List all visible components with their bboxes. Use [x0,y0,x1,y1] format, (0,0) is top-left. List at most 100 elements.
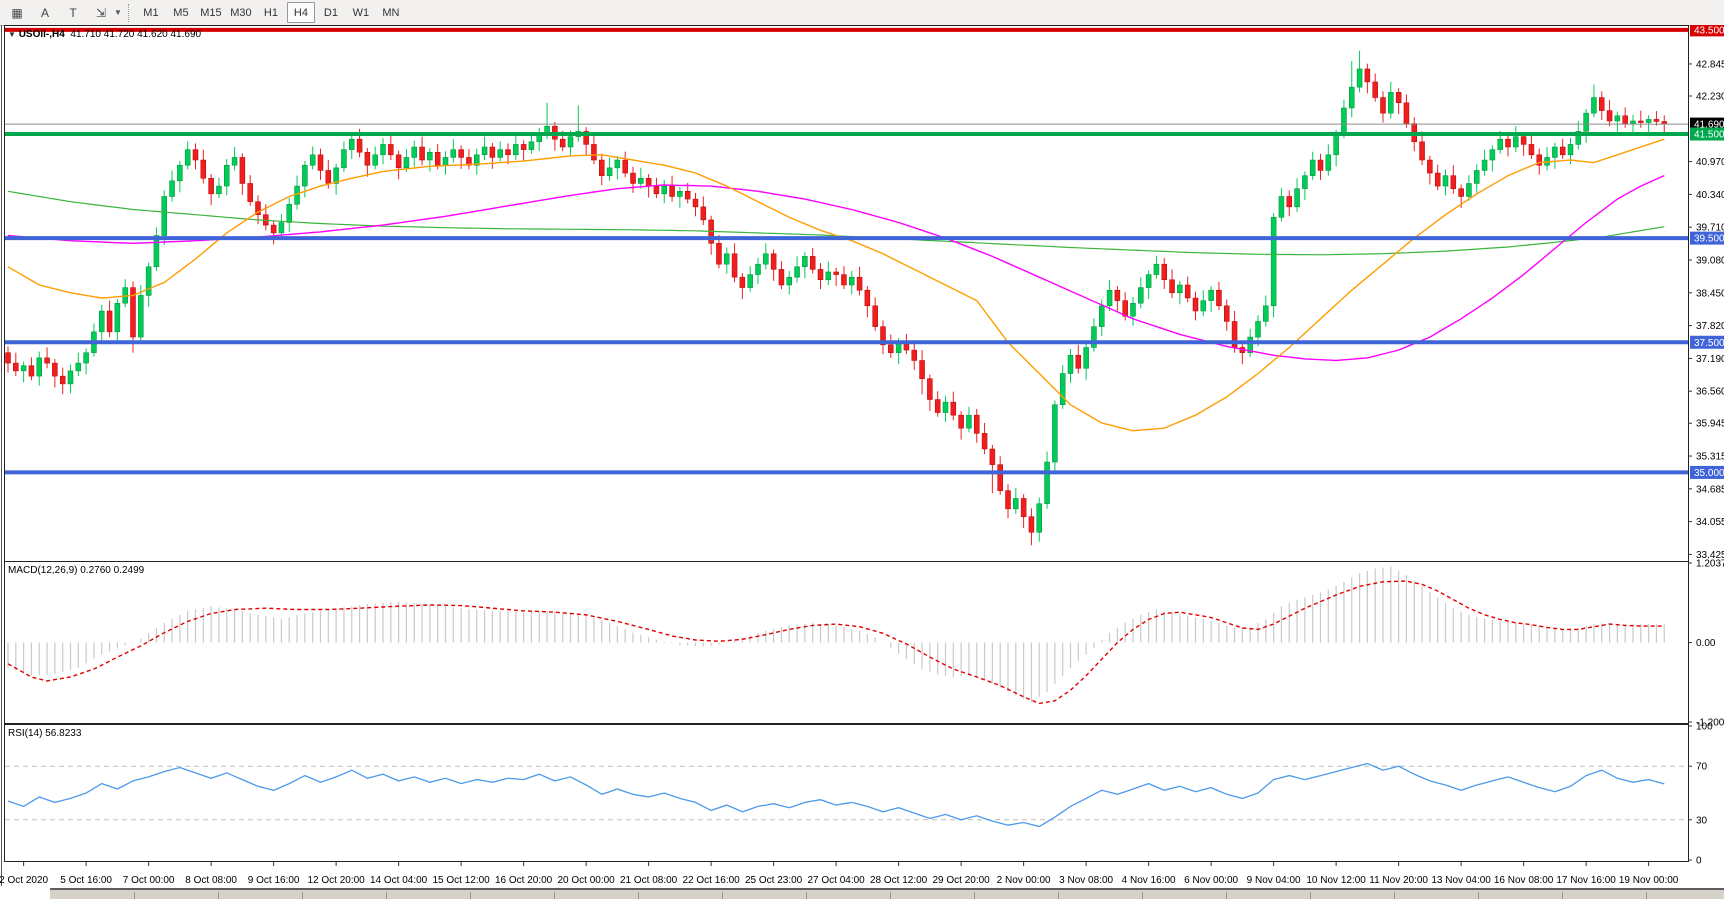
svg-text:20 Oct 00:00: 20 Oct 00:00 [557,875,615,886]
timeframe-button-m15[interactable]: M15 [200,6,222,19]
svg-text:21 Oct 08:00: 21 Oct 08:00 [620,875,678,886]
candles-series [5,50,1667,546]
svg-text:8 Oct 08:00: 8 Oct 08:00 [185,875,237,886]
timeframe-button-w1[interactable]: W1 [352,6,370,19]
svg-text:42.845: 42.845 [1696,59,1724,70]
svg-text:14 Oct 04:00: 14 Oct 04:00 [370,875,428,886]
panel-frame-1 [4,561,1689,724]
svg-text:40.970: 40.970 [1696,157,1724,168]
chart-tab-divider [1562,892,1563,899]
svg-text:28 Oct 12:00: 28 Oct 12:00 [870,875,928,886]
chart-tab-divider [1142,892,1143,899]
svg-text:16 Nov 08:00: 16 Nov 08:00 [1494,875,1554,886]
svg-text:35.315: 35.315 [1696,452,1724,463]
svg-text:16 Oct 20:00: 16 Oct 20:00 [495,875,553,886]
svg-text:17 Nov 16:00: 17 Nov 16:00 [1556,875,1616,886]
svg-text:41.500: 41.500 [1694,129,1724,140]
chart-tab-divider [554,892,555,899]
chart-tab-divider [134,892,135,899]
chart-tabs-strip[interactable] [0,886,1724,899]
timeframe-button-h1[interactable]: H1 [263,6,278,19]
chart-tab-divider [218,892,219,899]
svg-text:2 Oct 2020: 2 Oct 2020 [0,875,49,886]
price-badge-39.500: 39.500 [1690,231,1724,245]
svg-text:22 Oct 16:00: 22 Oct 16:00 [682,875,740,886]
panel-frame-2 [4,724,1689,862]
chart-tab-divider [1394,892,1395,899]
svg-text:41.690: 41.690 [1694,120,1724,131]
svg-text:37.500: 37.500 [1694,338,1724,349]
svg-text:70: 70 [1696,762,1708,773]
chart-tab-divider [1226,892,1227,899]
svg-text:30: 30 [1696,815,1708,826]
svg-text:11 Nov 20:00: 11 Nov 20:00 [1369,875,1428,886]
svg-text:38.450: 38.450 [1696,288,1724,299]
svg-text:27 Oct 04:00: 27 Oct 04:00 [807,875,865,886]
collapse-icon[interactable]: ▼ [8,30,16,39]
chart-tab-divider [806,892,807,899]
macd-signal-line [7,580,1665,705]
price-axis: 42.845 42.230 40.970 40.340 39.710 39.080 38.4… [1688,23,1724,867]
chart-tab-divider [638,892,639,899]
chart-canvas[interactable]: 42.845 42.230 40.970 40.340 39.710 39.080 38.4… [0,23,1724,899]
svg-text:39.080: 39.080 [1696,255,1724,266]
text-box-icon[interactable]: T [69,5,77,20]
svg-text:34.685: 34.685 [1696,484,1724,495]
timeframe-button-h4[interactable]: H4 [286,2,315,23]
timeframe-button-d1[interactable]: D1 [323,6,338,19]
svg-text:19 Nov 00:00: 19 Nov 00:00 [1619,875,1679,886]
text-a-icon[interactable]: A [40,5,49,20]
chart-tab-divider [302,892,303,899]
chevron-down-icon[interactable]: ▼ [114,8,122,17]
toolbar: ▦ A T ⇲ ▼ M1 M5 M15 M30 H1 H4 D1 W1 MN [0,0,1724,26]
svg-text:33.425: 33.425 [1696,550,1724,561]
grid-template-icon[interactable]: ▦ [11,5,23,20]
price-badge-35.000: 35.000 [1690,465,1724,479]
svg-text:-1.2008: -1.2008 [1696,718,1724,729]
svg-text:39.500: 39.500 [1694,234,1724,245]
timeframe-button-m30[interactable]: M30 [230,6,252,19]
draw-arrows-icon[interactable]: ⇲ [95,5,107,20]
panel-frame-0 [4,25,1689,562]
svg-text:13 Nov 04:00: 13 Nov 04:00 [1431,875,1491,886]
symbol-header: ▼ USOil-,H4 41.710 41.720 41.620 41.690 [8,29,202,40]
chart-tabs-bar[interactable] [50,888,1724,899]
chart-area[interactable]: 42.845 42.230 40.970 40.340 39.710 39.080 38.4… [0,23,1724,899]
rsi-line [7,762,1665,828]
chart-tab-divider [722,892,723,899]
rsi-label: RSI(14) 56.8233 [8,728,82,739]
chart-tab-divider [1058,892,1059,899]
svg-text:12 Oct 20:00: 12 Oct 20:00 [307,875,365,886]
svg-text:6 Nov 00:00: 6 Nov 00:00 [1184,875,1238,886]
svg-text:40.340: 40.340 [1696,190,1724,201]
svg-text:3 Nov 08:00: 3 Nov 08:00 [1059,875,1113,886]
macd-histogram [7,566,1665,703]
svg-text:34.055: 34.055 [1696,517,1724,528]
timeframe-button-mn[interactable]: MN [382,6,400,19]
svg-text:0: 0 [1696,856,1702,867]
timeframe-button-m1[interactable]: M1 [143,6,159,19]
chart-tab-divider [890,892,891,899]
price-badge-43.500: 43.500 [1690,23,1724,37]
svg-text:100: 100 [1696,722,1713,733]
svg-text:25 Oct 23:00: 25 Oct 23:00 [745,875,803,886]
svg-text:29 Oct 20:00: 29 Oct 20:00 [932,875,990,886]
svg-text:37.820: 37.820 [1696,321,1724,332]
timeframe-button-m5[interactable]: M5 [173,6,189,19]
svg-text:39.710: 39.710 [1696,223,1724,234]
svg-text:43.500: 43.500 [1694,25,1724,36]
svg-text:2 Nov 00:00: 2 Nov 00:00 [997,875,1051,886]
ma-orange-line [7,138,1665,432]
svg-text:35.945: 35.945 [1696,419,1724,430]
chart-tab-divider [470,892,471,899]
chart-tab-divider [974,892,975,899]
svg-text:4 Nov 16:00: 4 Nov 16:00 [1122,875,1176,886]
svg-text:42.230: 42.230 [1696,91,1724,102]
timeframe-button-group: M1 M5 M15 M30 H1 H4 D1 W1 MN [136,2,406,23]
svg-text:9 Nov 04:00: 9 Nov 04:00 [1247,875,1301,886]
svg-text:7 Oct 00:00: 7 Oct 00:00 [123,875,175,886]
svg-text:0.00: 0.00 [1696,638,1716,649]
toolbar-separator [127,3,130,22]
svg-text:5 Oct 16:00: 5 Oct 16:00 [60,875,112,886]
